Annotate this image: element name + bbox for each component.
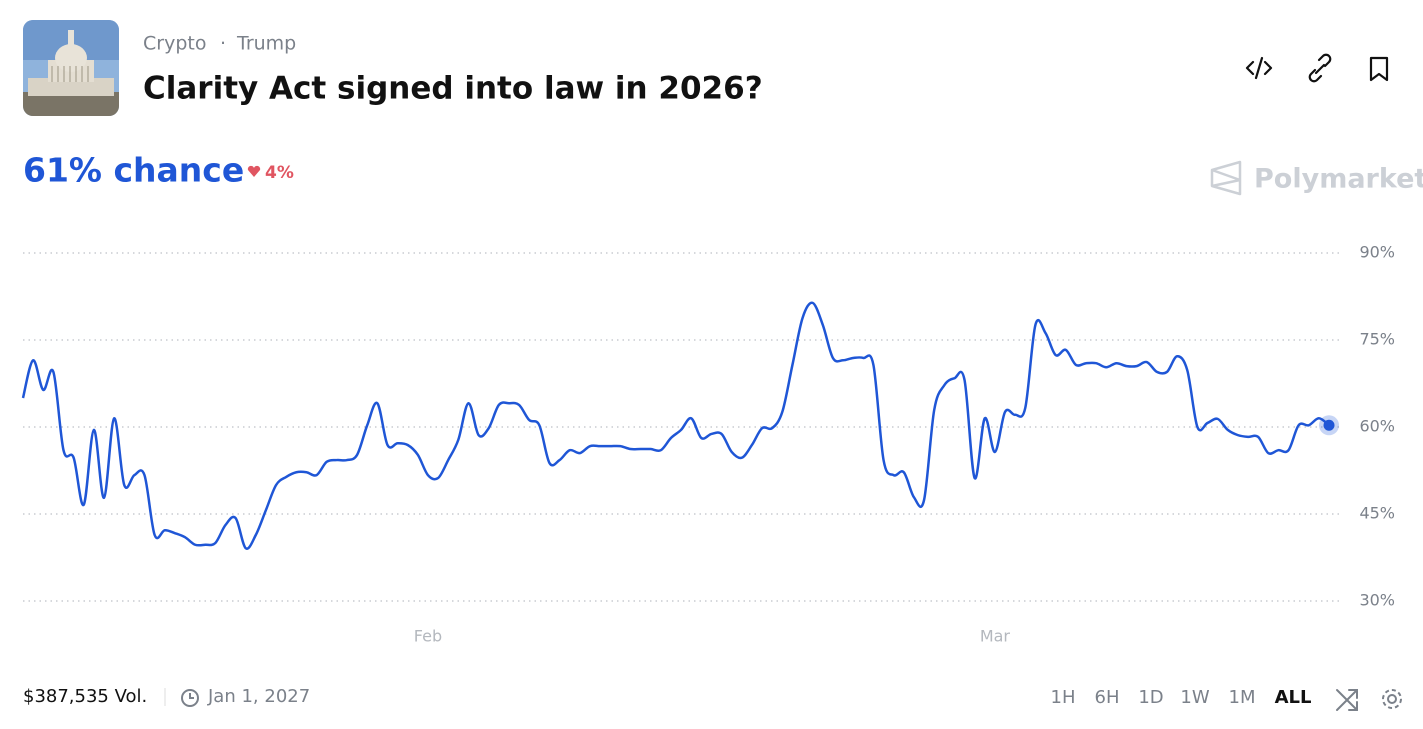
y-tick-label: 90% — [1359, 243, 1395, 262]
link-button[interactable] — [1308, 53, 1332, 83]
y-tick-label: 75% — [1359, 330, 1395, 349]
range-button[interactable]: ALL — [1275, 687, 1312, 708]
tag[interactable]: Crypto — [143, 33, 206, 55]
price-line — [21, 301, 1330, 550]
volume: $387,535 Vol. — [23, 686, 147, 707]
range-button[interactable]: 6H — [1095, 687, 1120, 708]
tag[interactable]: Trump — [236, 33, 296, 55]
settings-icon[interactable] — [1382, 689, 1402, 709]
last-point — [1323, 419, 1335, 431]
range-button[interactable]: 1H — [1051, 687, 1076, 708]
separator: · — [220, 33, 226, 55]
range-button[interactable]: 1M — [1229, 687, 1256, 708]
x-tick-label: Feb — [414, 627, 442, 646]
chance: 61% chance — [23, 151, 244, 190]
x-tick-label: Mar — [980, 627, 1011, 646]
bookmark-button[interactable] — [1369, 56, 1389, 82]
change: 4% — [265, 163, 294, 183]
brand-logo — [1210, 160, 1242, 196]
swap-icon[interactable] — [1336, 689, 1358, 711]
embed-button[interactable] — [1245, 56, 1273, 80]
clock-icon — [181, 689, 199, 707]
y-tick-label: 45% — [1359, 504, 1395, 523]
down-icon — [247, 165, 261, 177]
y-tick-label: 60% — [1359, 417, 1395, 436]
brand: Polymarket — [1254, 164, 1423, 195]
market-title: Clarity Act signed into law in 2026? — [143, 71, 763, 107]
range-button[interactable]: 1W — [1180, 687, 1209, 708]
end-date: Jan 1, 2027 — [207, 686, 310, 707]
y-tick-label: 30% — [1359, 591, 1395, 610]
range-button[interactable]: 1D — [1138, 687, 1163, 708]
market-image — [23, 20, 119, 116]
